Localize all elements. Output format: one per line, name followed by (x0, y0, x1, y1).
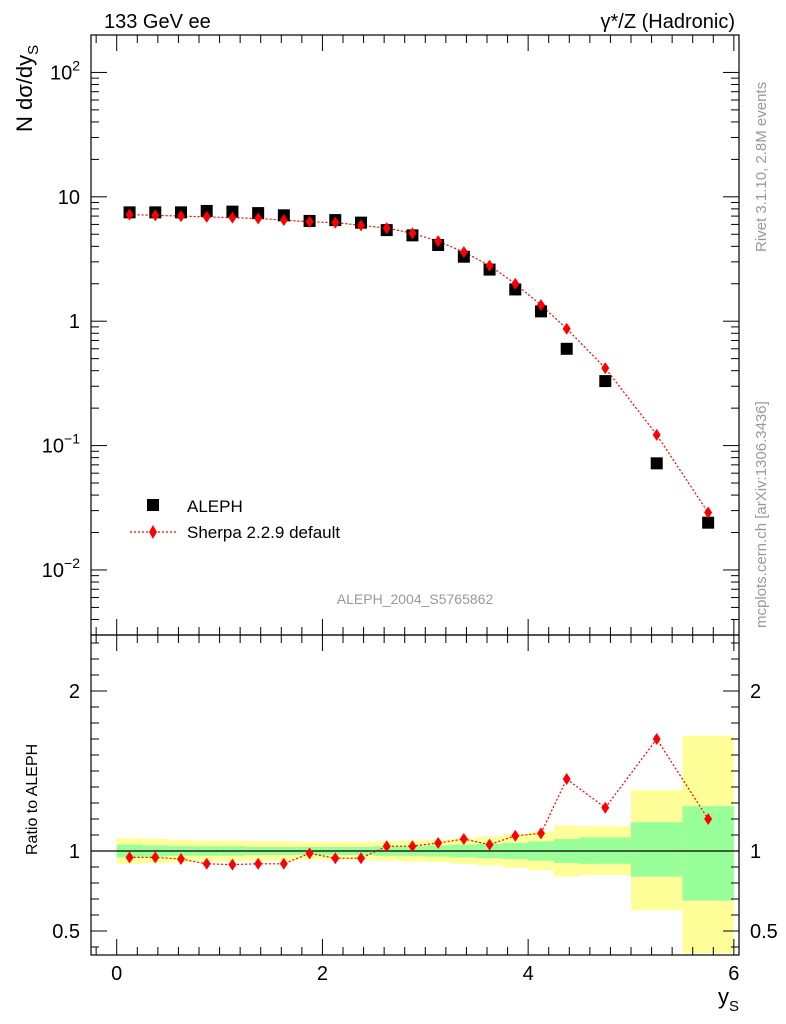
x-tick-label: 4 (523, 963, 534, 985)
ratio-plot-border (90, 634, 740, 956)
main-y-tick-label: 10−1 (42, 431, 80, 458)
legend-mc-marker (149, 525, 157, 539)
ratio-plot-frame: 0.5 0.5 1 1 2 2 0 2 4 6 (52, 634, 778, 985)
ratio-y-axis-label: Ratio to ALEPH (24, 744, 41, 855)
ratio-mc-point (485, 838, 494, 851)
mc-point (382, 222, 391, 235)
main-y-tick-label-exponent: 2 (72, 57, 80, 73)
ratio-mc-point (537, 827, 545, 840)
ratio-mc-point (459, 833, 468, 845)
x-tick-label: 2 (317, 963, 328, 985)
main-plot-series (123, 204, 715, 529)
mc-point (151, 209, 160, 222)
ratio-mc-point (202, 857, 211, 870)
mc-line (129, 214, 709, 513)
mc-point (202, 210, 211, 223)
mc-point (254, 212, 263, 225)
x-axis-label-subscript: S (729, 998, 739, 1015)
mc-point (331, 216, 340, 229)
ratio-y-tick-label: 1 (69, 841, 80, 863)
header-left-label: 133 GeV ee (104, 11, 211, 33)
ratio-mc-point (562, 773, 571, 785)
ratio-mc-point (228, 858, 237, 871)
main-y-tick-label-base: 10 (42, 560, 64, 582)
mc-point (601, 362, 610, 375)
x-tick-label: 6 (728, 963, 739, 985)
data-point (702, 516, 715, 529)
header-right-label: γ*/Z (Hadronic) (601, 11, 735, 33)
ratio-mc-point (331, 852, 340, 865)
main-y-tick-label-base: 10 (50, 62, 72, 84)
mc-point (177, 210, 185, 223)
ratio-y-tick-label-right: 2 (750, 681, 761, 703)
ratio-mc-point (357, 852, 365, 865)
main-y-tick-label-exponent: −2 (64, 555, 80, 571)
data-point (535, 305, 547, 318)
mc-point (357, 219, 365, 232)
ratio-mc-point (601, 801, 610, 814)
main-y-tick-label: 10 (58, 187, 80, 209)
mc-point (125, 208, 134, 221)
mc-point (511, 277, 520, 290)
mc-point (305, 215, 314, 228)
legend: ALEPH Sherpa 2.2.9 default (130, 497, 340, 542)
ratio-plot-series (125, 733, 713, 871)
ratio-y-tick-label: 0.5 (52, 921, 80, 943)
mc-point (562, 322, 571, 335)
mcplots-label: mcplots.cern.ch [arXiv:1306.3436] (753, 401, 770, 628)
ratio-y-tick-label-right: 1 (750, 841, 761, 863)
main-y-tick-label: 1 (69, 311, 80, 333)
ratio-mc-point (254, 857, 263, 870)
main-y-tick-label: 10−2 (42, 555, 80, 582)
mc-point (434, 235, 443, 248)
main-y-tick-label: 102 (50, 57, 80, 84)
main-y-tick-label-base: 10 (42, 436, 64, 458)
data-point (560, 342, 573, 355)
mc-point (537, 298, 545, 311)
ratio-mc-point (408, 840, 417, 853)
analysis-watermark: ALEPH_2004_S5765862 (337, 591, 494, 607)
mc-point (652, 428, 661, 441)
ratio-mc-point (305, 847, 314, 860)
ratio-mc-point (704, 813, 713, 825)
ratio-mc-point (125, 851, 134, 864)
mc-point (704, 506, 713, 519)
ratio-mc-point (151, 851, 160, 864)
data-point (599, 375, 612, 388)
rivet-version-label: Rivet 3.1.10, 2.8M events (753, 82, 770, 252)
mc-point (408, 227, 417, 240)
data-point (650, 457, 663, 470)
ratio-mc-point (511, 829, 520, 842)
main-y-axis-label-subscript: S (25, 45, 42, 55)
mc-point (459, 246, 468, 259)
ratio-mc-point (434, 837, 443, 849)
legend-data-label: ALEPH (187, 497, 243, 516)
ratio-mc-point (382, 840, 391, 853)
mc-point (279, 214, 288, 227)
x-axis-label: yS (718, 984, 739, 1015)
mc-point (228, 211, 237, 224)
legend-mc-label: Sherpa 2.2.9 default (187, 523, 340, 542)
ratio-mc-point (279, 857, 288, 870)
ratio-mc-point (177, 853, 185, 865)
ratio-y-tick-label-right: 0.5 (750, 921, 778, 943)
main-plot-border (90, 34, 740, 636)
ratio-y-tick-label: 2 (69, 681, 80, 703)
legend-data-marker (147, 499, 159, 511)
main-y-axis-label: N dσ/dyS (12, 45, 42, 132)
main-y-tick-label-exponent: −1 (64, 431, 80, 447)
ratio-mc-point (652, 733, 661, 745)
ratio-band-inner (631, 822, 683, 877)
mc-point (485, 259, 494, 272)
data-point (226, 205, 239, 218)
x-tick-label: 0 (111, 963, 122, 985)
